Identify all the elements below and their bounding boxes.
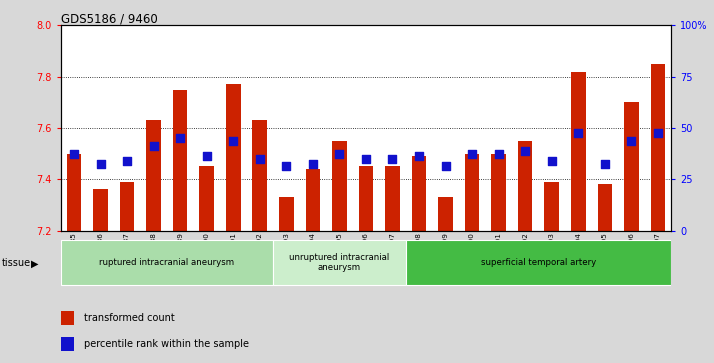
Point [95, 161, 106, 167]
Point [387, 156, 398, 162]
Point [228, 138, 239, 144]
Bar [438, 197, 453, 231]
Point [333, 151, 345, 156]
Bar [253, 120, 267, 231]
Point [573, 130, 584, 136]
Point [148, 143, 159, 149]
Bar [146, 120, 161, 231]
Point [440, 163, 451, 169]
Point [307, 161, 318, 167]
Bar [385, 166, 400, 231]
Bar [61, 240, 273, 285]
Bar [61, 311, 74, 325]
Point [493, 151, 504, 156]
Text: transformed count: transformed count [84, 313, 175, 323]
Point [520, 148, 531, 154]
Bar [199, 166, 214, 231]
Text: unruptured intracranial
aneurysm: unruptured intracranial aneurysm [289, 253, 390, 272]
Point [281, 163, 292, 169]
Text: percentile rank within the sample: percentile rank within the sample [84, 339, 249, 349]
Point [360, 156, 371, 162]
Bar [120, 182, 134, 231]
Text: GDS5186 / 9460: GDS5186 / 9460 [61, 13, 158, 26]
Bar [518, 141, 533, 231]
Text: superficial temporal artery: superficial temporal artery [481, 258, 596, 267]
Bar [173, 90, 188, 231]
Bar [571, 72, 585, 231]
Text: ▶: ▶ [31, 259, 39, 269]
Bar [650, 64, 665, 231]
Point [599, 161, 610, 167]
Text: tissue: tissue [2, 258, 31, 268]
Point [254, 156, 266, 162]
Point [121, 158, 133, 164]
Bar [412, 156, 426, 231]
Bar [465, 154, 479, 231]
Bar [279, 197, 293, 231]
Point [69, 151, 80, 156]
Bar [332, 141, 347, 231]
Bar [306, 169, 320, 231]
Point [201, 153, 212, 159]
Bar [226, 84, 241, 231]
Bar [94, 189, 108, 231]
Bar [491, 154, 506, 231]
Bar [406, 240, 671, 285]
Point [652, 130, 663, 136]
Point [466, 151, 478, 156]
Bar [544, 182, 559, 231]
Bar [61, 337, 74, 351]
Bar [358, 166, 373, 231]
Bar [598, 184, 612, 231]
Bar [273, 240, 406, 285]
Bar [624, 102, 638, 231]
Bar [66, 154, 81, 231]
Text: ruptured intracranial aneurysm: ruptured intracranial aneurysm [99, 258, 234, 267]
Point [413, 153, 425, 159]
Point [625, 138, 637, 144]
Point [174, 135, 186, 141]
Point [546, 158, 558, 164]
